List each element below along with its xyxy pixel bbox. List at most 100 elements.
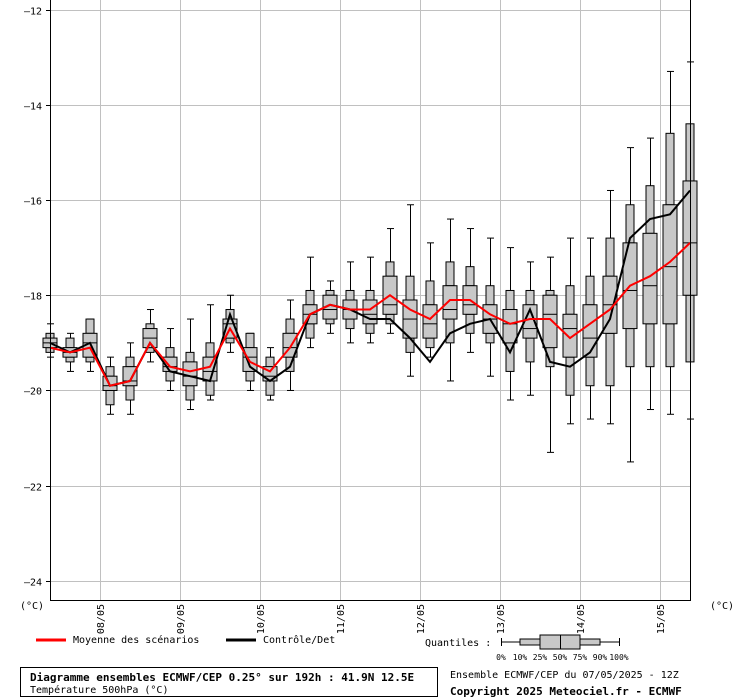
box-tail-lower <box>625 328 635 368</box>
quantile-key: Quantiles : 0% 10% 25% 50% 75% 90% 100% <box>425 634 629 662</box>
box-tail-upper <box>85 318 95 334</box>
box-tail-upper <box>105 366 115 377</box>
y-tick-label: –12 <box>24 7 42 18</box>
box-tail-lower <box>485 332 495 344</box>
box-tail-upper <box>545 289 555 296</box>
box-tail-lower <box>345 318 355 330</box>
box-plot <box>242 332 258 391</box>
box-tail-upper <box>565 285 575 315</box>
quantile-key-tick-label: 10% <box>513 653 528 662</box>
box-tail-upper <box>525 289 535 306</box>
box-iqr <box>542 294 558 349</box>
chart-subtitle: Température 500hPa (°C) <box>30 685 169 696</box>
box-tail-lower <box>665 323 675 368</box>
y-tick-label: –14 <box>24 102 42 113</box>
box-tail-upper <box>265 356 275 368</box>
box-tail-upper <box>585 275 595 306</box>
y-tick-label: –20 <box>24 387 42 398</box>
box-tail-lower <box>425 337 435 349</box>
quantile-key-tick-label: 0% <box>496 653 506 662</box>
x-tick-label: 08/05 <box>96 604 107 634</box>
box-tail-upper <box>645 185 655 234</box>
box-tail-lower <box>185 385 195 401</box>
quantile-key-label: Quantiles : <box>425 638 491 649</box>
box-plot <box>422 242 438 358</box>
box-plot <box>582 237 598 420</box>
legend-control-label: Contrôle/Det <box>263 634 335 646</box>
box-tail-upper <box>285 318 295 334</box>
box-tail-upper <box>125 356 135 368</box>
box-tail-lower <box>645 323 655 368</box>
quantile-key-tail-right <box>579 638 601 646</box>
ensemble-run-label: Ensemble ECMWF/CEP du 07/05/2025 - 12Z <box>450 670 679 681</box>
ensemble-chart: –12 –14 –16 –18 –20 –22 –24 08/05 09/05 10/05 11/… <box>20 0 734 662</box>
box-tail-lower <box>205 380 215 396</box>
box-tail-upper <box>185 351 195 363</box>
y-axis-ticks: –12 –14 –16 –18 –20 –22 –24 <box>24 7 50 589</box>
box-tail-lower <box>365 323 375 334</box>
box-plot <box>662 70 678 415</box>
box-iqr <box>442 285 458 320</box>
box-tail-lower <box>525 337 535 363</box>
box-iqr <box>422 304 438 339</box>
x-tick-label: 12/05 <box>416 604 427 634</box>
box-tail-upper <box>245 332 255 349</box>
box-tail-upper <box>325 289 335 296</box>
box-tail-lower <box>305 323 315 339</box>
box-iqr <box>202 356 218 382</box>
box-tail-upper <box>345 289 355 301</box>
box-tail-lower <box>565 356 575 396</box>
x-tick-label: 14/05 <box>576 604 587 634</box>
box-tail-upper <box>425 280 435 306</box>
box-iqr <box>502 309 518 344</box>
y-unit-left: (°C) <box>20 601 44 612</box>
quantile-key-labels: 0% 10% 25% 50% 75% 90% 100% <box>496 653 629 662</box>
quantile-key-tick-label: 25% <box>533 653 548 662</box>
x-tick-label: 09/05 <box>176 604 187 634</box>
box-tail-lower <box>605 332 615 387</box>
y-tick-label: –16 <box>24 197 42 208</box>
box-tail-upper <box>605 237 615 277</box>
box-tail-upper <box>445 261 455 287</box>
quantile-key-tick-label: 100% <box>609 653 628 662</box>
box-plot <box>402 204 418 377</box>
legend: Moyenne des scénarios Contrôle/Det <box>36 634 335 646</box>
box-tail-upper <box>485 285 495 306</box>
box-iqr <box>582 304 598 358</box>
y-unit-right: (°C) <box>710 601 734 612</box>
x-tick-label: 10/05 <box>256 604 267 634</box>
box-tail-upper <box>165 347 175 358</box>
x-tick-label: 13/05 <box>496 604 507 634</box>
box-iqr <box>362 299 378 325</box>
box-tail-lower <box>585 356 595 387</box>
y-tick-label: –18 <box>24 292 42 303</box>
box-iqr <box>242 347 258 372</box>
box-iqr <box>182 361 198 387</box>
box-tail-upper <box>145 323 155 330</box>
box-tail-lower <box>85 356 95 363</box>
box-tail-lower <box>225 337 235 344</box>
box-plot <box>142 309 158 363</box>
quantile-key-tick-label: 50% <box>553 653 568 662</box>
box-tail-upper <box>505 289 515 311</box>
box-iqr <box>662 204 678 325</box>
box-tail-upper <box>65 337 75 349</box>
y-tick-label: –22 <box>24 483 42 494</box>
box-tail-lower <box>265 380 275 396</box>
box-iqr <box>562 313 578 358</box>
box-tail-upper <box>465 266 475 287</box>
legend-mean-label: Moyenne des scénarios <box>73 634 199 646</box>
x-tick-label: 15/05 <box>656 604 667 634</box>
box-tail-upper <box>365 289 375 301</box>
y-tick-label: –24 <box>24 578 42 589</box>
x-tick-label: 11/05 <box>336 604 347 634</box>
quantile-key-tick-label: 75% <box>573 653 588 662</box>
quantile-key-tick-label: 90% <box>593 653 608 662</box>
box-tail-lower <box>325 318 335 325</box>
chart-info-box: Diagramme ensembles ECMWF/CEP 0.25° sur … <box>20 667 438 697</box>
box-plot <box>202 304 218 401</box>
box-tail-lower <box>65 356 75 363</box>
control-series-line <box>49 189 691 387</box>
box-tail-upper <box>205 342 215 358</box>
box-plot <box>562 237 578 425</box>
